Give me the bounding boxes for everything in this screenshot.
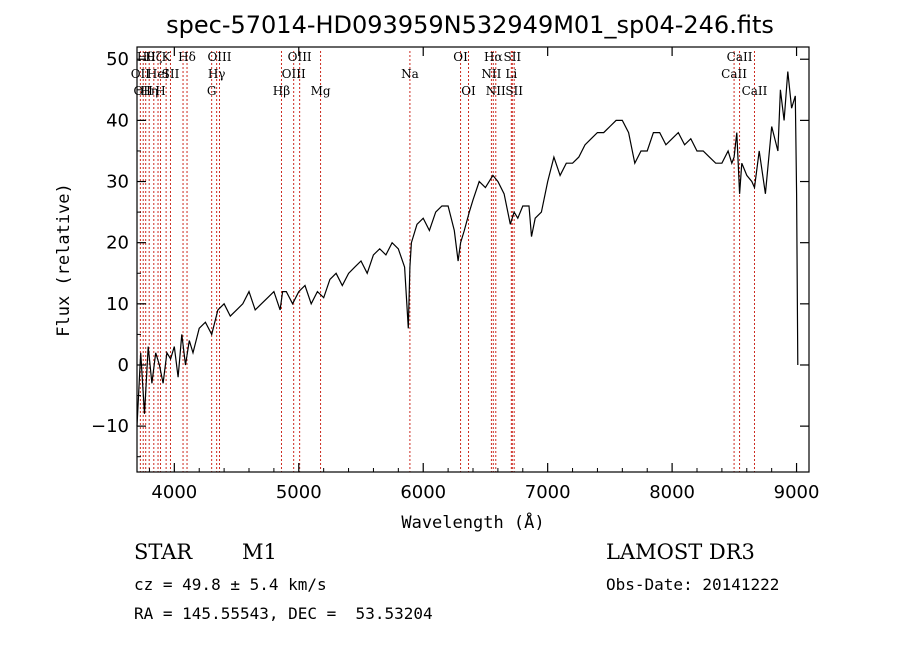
y-tick-label-4: 30 [106,172,129,193]
y-tick-label-2: 10 [106,294,129,315]
line-label-25: SII [503,50,521,64]
line-label-17: Mg [311,84,331,98]
y-tick-label-5: 40 [106,110,129,131]
x-axis-label: Wavelength (Å) [401,511,544,533]
observation-date: Obs-Date: 20141222 [606,575,780,594]
line-label-20: OI [461,84,476,98]
line-label-1: OII [134,84,154,98]
y-axis: −10 0 10 20 30 40 50 [91,49,809,458]
line-label-28: CaII [727,50,753,64]
x-tick-label-1: 5000 [276,482,322,503]
redshift-info: cz = 49.8 ± 5.4 km/s [134,575,327,594]
y-axis-label: Flux (relative) [54,183,74,337]
line-label-6: H [155,84,165,98]
line-label-29: CaII [742,84,768,98]
line-label-18: Na [401,67,419,81]
spectral-line-labels: OII OII Hθ Hη Hζ HeI H K SII Hδ G Hγ OIII Hβ OIII OIII M… [131,50,768,98]
y-tick-label-6: 50 [106,49,129,70]
line-label-5: HeI [147,67,170,81]
x-tick-label-3: 7000 [525,482,571,503]
y-tick-label-0: −10 [91,416,129,437]
y-tick-label-3: 20 [106,233,129,254]
y-tick-label-1: 0 [118,355,129,376]
x-axis: 4000 5000 6000 7000 8000 9000 [148,47,820,503]
line-label-0: OII [131,67,151,81]
line-label-27: CaII [721,67,747,81]
line-label-24: Li [505,67,517,81]
x-tick-label-2: 6000 [400,482,446,503]
line-label-23: NII [486,84,506,98]
line-label-26: SII [505,84,523,98]
line-label-21: NII [481,67,501,81]
line-label-11: G [207,84,217,98]
x-tick-label-5: 9000 [774,482,820,503]
line-label-14: Hβ [273,84,290,98]
line-label-3: Hη [140,84,158,98]
line-label-8: SII [162,67,180,81]
flux-series-line [136,71,799,427]
line-label-19: OI [453,50,468,64]
chart-title: spec-57014-HD093959N532949M01_sp04-246.f… [166,11,774,39]
line-label-12: Hγ [208,67,226,81]
line-label-2: Hθ [137,50,155,64]
line-label-13: OIII [207,50,231,64]
line-label-22: Hα [484,50,503,64]
x-tick-label-4: 8000 [649,482,695,503]
survey-name: LAMOST DR3 [606,540,755,564]
line-label-4: Hζ [145,50,162,64]
object-subclass: M1 [242,540,277,564]
line-label-15: OIII [282,67,306,81]
line-label-9: Hδ [178,50,196,64]
x-tick-label-0: 4000 [151,482,197,503]
object-class: STAR [134,540,193,564]
line-label-16: OIII [288,50,312,64]
plot-frame [136,46,810,473]
line-label-7: K [162,50,172,64]
coordinates: RA = 145.55543, DEC = 53.53204 [134,604,433,623]
spectral-line-markers [139,51,755,472]
